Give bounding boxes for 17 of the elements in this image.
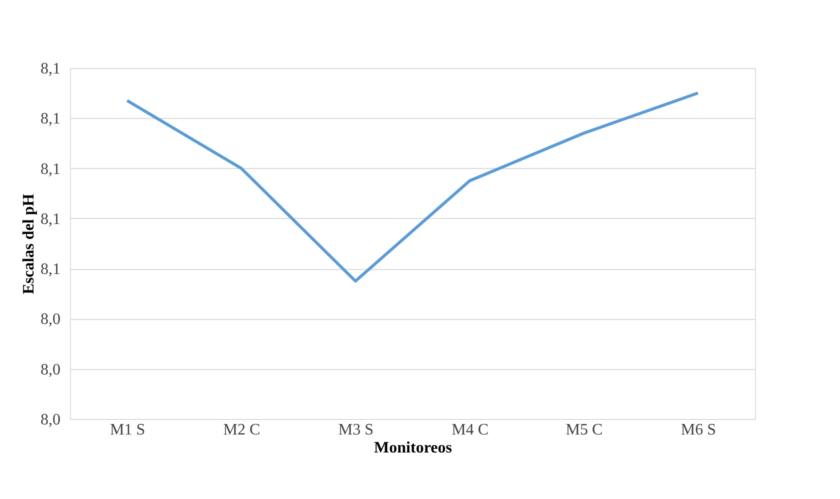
y-tick-label: 8,1 xyxy=(40,210,60,228)
y-axis-title: Escalas del pH xyxy=(20,193,38,294)
line-series xyxy=(126,92,700,283)
x-tick-label: M5 C xyxy=(566,422,603,438)
y-tick-label: 8,0 xyxy=(40,412,60,428)
x-axis-title: Monitoreos xyxy=(374,440,452,456)
x-tick-label: M1 S xyxy=(110,422,146,438)
y-tick-label: 8,1 xyxy=(40,60,60,78)
x-tick-label: M2 C xyxy=(223,422,260,438)
y-tick-label: 8,1 xyxy=(40,110,60,128)
x-tick-label: M6 S xyxy=(680,422,716,438)
y-tick-label: 8,1 xyxy=(40,160,60,178)
x-tick-label: M4 C xyxy=(452,422,489,438)
y-tick-label: 8,0 xyxy=(40,311,60,328)
y-tick-label: 8,1 xyxy=(40,261,60,278)
y-tick-label: 8,0 xyxy=(40,361,60,378)
x-tick-label: M3 S xyxy=(338,422,374,438)
